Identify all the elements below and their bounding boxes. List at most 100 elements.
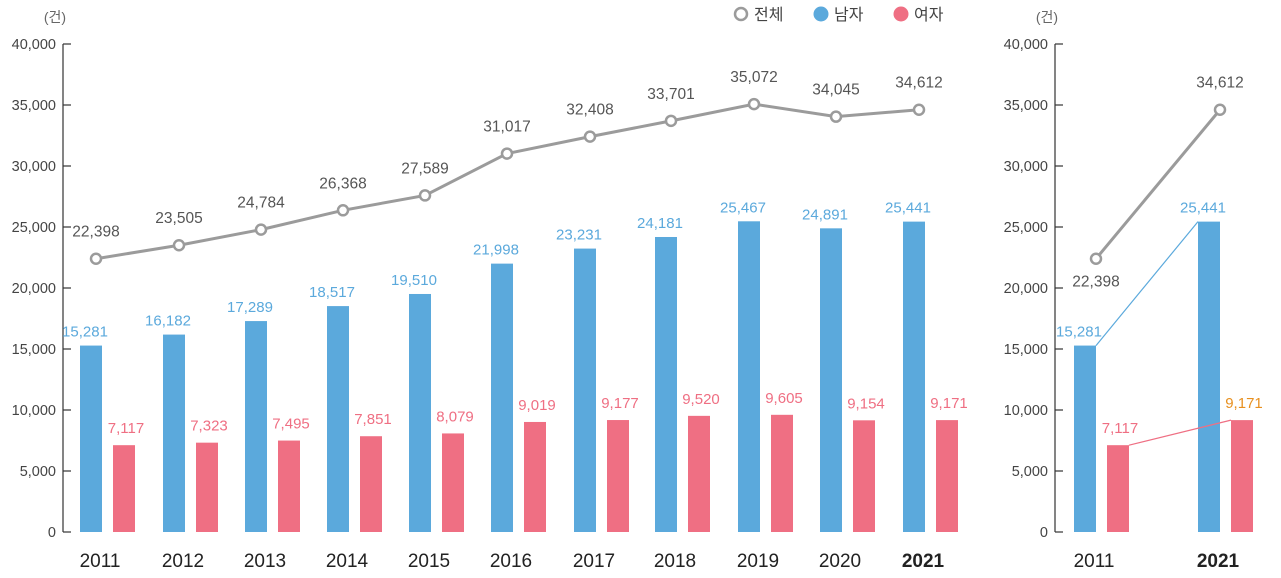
y-tick-label: 30,000 (12, 159, 56, 175)
data-label-female: 7,851 (354, 411, 392, 428)
data-label-total: 34,612 (1196, 75, 1243, 92)
bar-male (409, 293, 431, 532)
bar-female (1231, 420, 1253, 532)
bar-male (1198, 221, 1220, 532)
point-total (254, 223, 268, 236)
point-total (89, 252, 103, 265)
data-label-male: 16,182 (145, 313, 191, 330)
x-tick-label: 2017 (573, 551, 615, 572)
y-tick-label: 25,000 (1004, 220, 1048, 236)
legend-marker-total (733, 6, 749, 22)
point-total (912, 103, 926, 116)
point-total (1089, 252, 1103, 265)
data-label-total: 31,017 (483, 119, 530, 136)
point-total (664, 114, 678, 128)
data-label-total: 22,398 (72, 224, 119, 241)
data-label-female: 9,171 (930, 395, 968, 412)
bar-male (491, 263, 513, 532)
connector-male (1095, 221, 1199, 346)
data-label-male: 24,181 (637, 215, 683, 232)
data-label-male: 25,441 (1180, 200, 1226, 217)
bar-male (738, 221, 760, 532)
data-label-male: 21,998 (473, 242, 519, 259)
bar-female (442, 433, 464, 532)
data-label-male: 24,891 (802, 206, 848, 223)
x-tick-label: 2013 (244, 551, 286, 572)
data-label-female: 7,323 (190, 418, 228, 435)
x-tick-label: 2020 (819, 551, 861, 572)
data-label-male: 25,441 (885, 200, 931, 217)
bar-female (113, 445, 135, 532)
data-label-male: 15,281 (62, 324, 108, 341)
bar-female (936, 420, 958, 532)
x-tick-label: 2019 (737, 551, 779, 572)
x-tick-label: 2015 (408, 551, 450, 572)
y-tick-label: 20,000 (1004, 281, 1048, 297)
bar-female (853, 420, 875, 532)
data-label-total: 22,398 (1072, 274, 1119, 291)
legend-label: 남자 (834, 6, 864, 24)
x-tick-label: 2012 (162, 551, 204, 572)
data-label-female: 9,605 (765, 390, 803, 407)
y-tick-label: 30,000 (1004, 159, 1048, 175)
y-tick-label: 40,000 (1004, 37, 1048, 53)
connector-female (1128, 419, 1232, 446)
x-tick-label: 2018 (654, 551, 696, 572)
y-tick-label: 10,000 (1004, 403, 1048, 419)
x-tick-label: 2021 (902, 551, 945, 572)
data-label-total: 33,701 (647, 86, 694, 103)
data-label-total: 35,072 (730, 69, 777, 86)
point-total (418, 189, 432, 202)
y-tick-label: 15,000 (12, 342, 56, 358)
data-label-total: 23,505 (155, 210, 202, 227)
bar-female (607, 420, 629, 532)
bar-male (80, 345, 102, 532)
data-label-female: 9,171 (1225, 395, 1263, 412)
data-label-female: 9,154 (847, 395, 885, 412)
data-label-female: 7,495 (272, 416, 310, 433)
bar-male (327, 306, 349, 532)
bar-female (360, 436, 382, 532)
line-total (1094, 108, 1222, 260)
x-tick-label: 2016 (490, 551, 532, 572)
y-tick-label: 35,000 (12, 98, 56, 114)
data-label-total: 32,408 (566, 102, 613, 119)
bar-male (820, 228, 842, 532)
data-label-female: 9,177 (601, 395, 639, 412)
point-total (829, 110, 843, 123)
point-total (747, 97, 761, 111)
y-tick-label: 25,000 (12, 220, 56, 236)
y-tick-label: 5,000 (20, 464, 56, 480)
y-tick-label: 5,000 (1012, 464, 1048, 480)
y-tick-label: 0 (1040, 525, 1048, 541)
data-label-female: 7,117 (108, 420, 144, 437)
bar-female (771, 414, 793, 532)
bar-male (903, 221, 925, 532)
point-total (1213, 103, 1227, 116)
data-label-total: 34,612 (895, 75, 942, 92)
bar-female (524, 421, 546, 532)
data-label-female: 9,019 (518, 397, 556, 414)
data-label-female: 8,079 (436, 408, 474, 425)
y-tick-label: 40,000 (12, 37, 56, 53)
data-label-total: 27,589 (401, 160, 448, 177)
y-tick-label: 20,000 (12, 281, 56, 297)
data-label-total: 26,368 (319, 175, 366, 192)
bar-male (574, 248, 596, 533)
bar-female (278, 440, 300, 532)
y-tick-label: 0 (48, 525, 56, 541)
data-label-total: 24,784 (237, 195, 285, 212)
point-total (336, 204, 350, 217)
y-tick-label: 10,000 (12, 403, 56, 419)
x-tick-label: 2014 (326, 551, 369, 572)
bar-female (1107, 445, 1129, 532)
y-tick-label: 15,000 (1004, 342, 1048, 358)
x-tick-label: 2011 (80, 551, 121, 572)
data-label-male: 15,281 (1056, 324, 1102, 341)
point-total (172, 238, 186, 252)
data-label-male: 19,510 (391, 272, 437, 289)
legend-marker (893, 6, 909, 22)
data-label-male: 17,289 (227, 299, 273, 316)
